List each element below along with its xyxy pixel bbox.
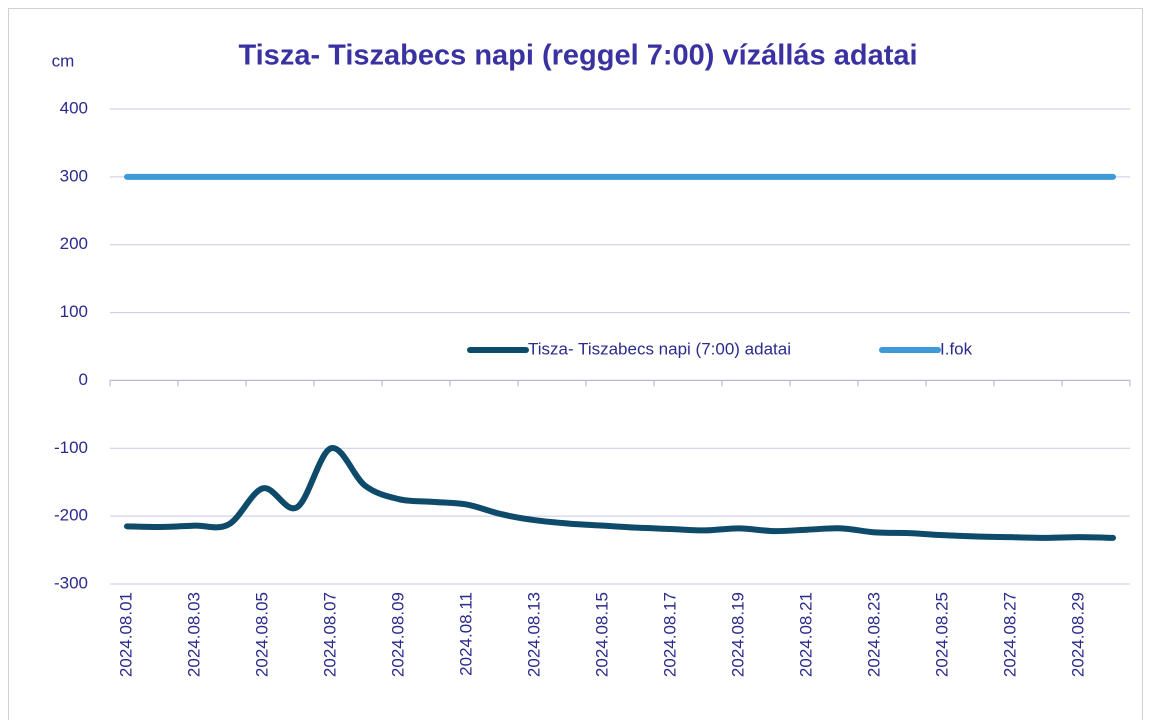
x-tick-label: 2024.08.23 <box>864 592 883 677</box>
x-tick-label: 2024.08.09 <box>388 592 407 677</box>
y-tick-label: 200 <box>60 234 88 253</box>
legend-label: Tisza- Tiszabecs napi (7:00) adatai <box>528 339 791 358</box>
x-tick-label: 2024.08.13 <box>524 592 543 677</box>
x-tick-label: 2024.08.03 <box>184 592 203 677</box>
x-tick-label: 2024.08.27 <box>1000 592 1019 677</box>
y-tick-label: 300 <box>60 166 88 185</box>
x-tick-label: 2024.08.25 <box>932 592 951 677</box>
x-tick-label: 2024.08.29 <box>1068 592 1087 677</box>
x-tick-label: 2024.08.05 <box>252 592 271 677</box>
y-tick-label: 0 <box>79 370 88 389</box>
y-axis-label: cm <box>52 51 75 70</box>
y-tick-label: -300 <box>54 573 88 592</box>
x-tick-label: 2024.08.07 <box>320 592 339 677</box>
x-tick-label: 2024.08.19 <box>728 592 747 677</box>
x-tick-label: 2024.08.15 <box>592 592 611 677</box>
y-tick-label: 100 <box>60 302 88 321</box>
x-tick-label: 2024.08.01 <box>116 592 135 677</box>
x-tick-label: 2024.08.21 <box>796 592 815 677</box>
chart-border <box>8 8 1143 720</box>
x-tick-label: 2024.08.11 <box>456 592 475 676</box>
y-tick-label: -200 <box>54 506 88 525</box>
y-tick-label: 400 <box>60 98 88 117</box>
y-tick-label: -100 <box>54 438 88 457</box>
x-tick-label: 2024.08.17 <box>660 592 679 677</box>
legend-label: I.fok <box>940 339 973 358</box>
chart-title: Tisza- Tiszabecs napi (reggel 7:00) vízá… <box>238 40 917 72</box>
line-series <box>124 445 1116 541</box>
